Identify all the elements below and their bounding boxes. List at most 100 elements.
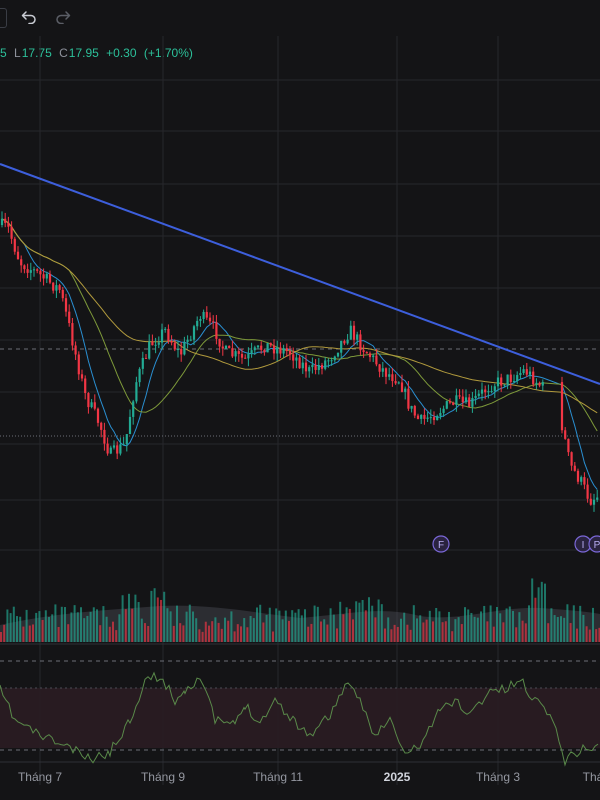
candle-body [340, 340, 343, 353]
volume-bar [403, 612, 406, 642]
volume-bar [444, 621, 447, 642]
candle-body [468, 397, 471, 407]
candle-body [196, 320, 199, 327]
moving-average-slow [1, 218, 598, 414]
candle-body [285, 348, 288, 352]
candle-body [583, 477, 586, 485]
candle-body [202, 311, 205, 320]
volume-bar [537, 587, 540, 642]
low-value: 17.75 [21, 46, 52, 60]
candle-body [410, 406, 413, 409]
undo-arrow-icon[interactable] [18, 6, 40, 28]
candle-body [199, 319, 202, 321]
volume-bar [28, 625, 31, 642]
volume-bar [313, 605, 316, 642]
candle-body [266, 343, 269, 353]
volume-bar [80, 607, 82, 642]
volume-bar [131, 608, 134, 642]
candle-body [32, 269, 36, 271]
candle-body [218, 338, 221, 347]
volume-bar [48, 617, 50, 642]
candle-body [224, 345, 228, 349]
volume-bar [0, 631, 2, 642]
volume-bar [419, 615, 422, 642]
volume-bar [99, 625, 102, 642]
candle-body [516, 375, 519, 381]
volume-bar [259, 604, 262, 642]
chart-grid [0, 36, 600, 785]
candle-body [477, 393, 480, 396]
time-axis-label: Tháng 11 [253, 770, 303, 784]
volume-bar [304, 609, 306, 642]
volume-bar [291, 610, 294, 642]
volume-bar [153, 588, 156, 642]
price-chart[interactable]: F IP Tháng 7 Tháng 9 Tháng 11 2025 Tháng 3 Thá [0, 34, 600, 788]
candle-body [42, 274, 45, 279]
volume-bar [588, 629, 591, 642]
candle-body [141, 357, 144, 369]
candle-body [506, 374, 509, 385]
redo-arrow-icon[interactable] [52, 6, 74, 28]
candle-body [292, 354, 295, 361]
volume-bar [454, 619, 457, 642]
volume-bar [25, 609, 28, 642]
candle-body [205, 311, 208, 318]
volume-bar [268, 607, 271, 642]
volume-bar [243, 618, 246, 642]
volume-bar [473, 616, 476, 642]
volume-bar [332, 614, 335, 642]
candle-body [471, 398, 474, 407]
volume-bar [496, 606, 498, 642]
volume-bar [217, 622, 220, 642]
candle-body [247, 353, 250, 359]
volume-bar [400, 618, 402, 642]
candle-body [394, 381, 397, 384]
candle-body [80, 374, 84, 379]
volume-bar [390, 629, 393, 642]
candle-body [538, 382, 541, 386]
rsi-pane [0, 660, 600, 767]
volume-bar [489, 605, 492, 642]
event-marker-p[interactable]: P [588, 535, 600, 553]
candle-body [106, 443, 109, 454]
volume-bar [528, 605, 530, 642]
volume-bar [230, 611, 233, 642]
volume-bar [518, 612, 521, 642]
candle-body [429, 417, 432, 419]
trendline-segment[interactable] [0, 163, 600, 385]
volume-bar [416, 618, 418, 642]
volume-bar [22, 626, 25, 642]
volume-bar [198, 629, 201, 642]
event-marker-f[interactable]: F [432, 535, 450, 553]
candle-body [570, 452, 573, 466]
volume-bar [288, 620, 290, 642]
volume-bar [307, 626, 310, 642]
volume-bar [137, 602, 140, 642]
time-axis: Tháng 7 Tháng 9 Tháng 11 2025 Tháng 3 Thá [18, 770, 600, 784]
volume-bar [368, 597, 370, 642]
volume-bar [544, 583, 546, 642]
candle-body [160, 329, 164, 343]
volume-bar [86, 615, 89, 642]
trendline[interactable] [0, 163, 600, 385]
volume-bar [476, 617, 479, 642]
candle-body [436, 415, 439, 421]
candle-body [426, 417, 429, 419]
volume-bar [374, 617, 377, 642]
volume-bar [377, 599, 380, 642]
volume-bar [300, 615, 303, 642]
volume-bar [352, 619, 354, 642]
toolbar-edge-button[interactable] [0, 8, 7, 28]
time-axis-label: Thá [583, 770, 600, 784]
candle-body [349, 325, 352, 340]
volume-bar [160, 599, 162, 642]
volume-bar [576, 628, 578, 642]
candle-body [586, 484, 589, 499]
volume-bar [563, 617, 566, 642]
candle-body [448, 401, 452, 403]
volume-bar [19, 616, 22, 642]
volume-bar [387, 617, 390, 642]
candle-body [4, 218, 7, 223]
